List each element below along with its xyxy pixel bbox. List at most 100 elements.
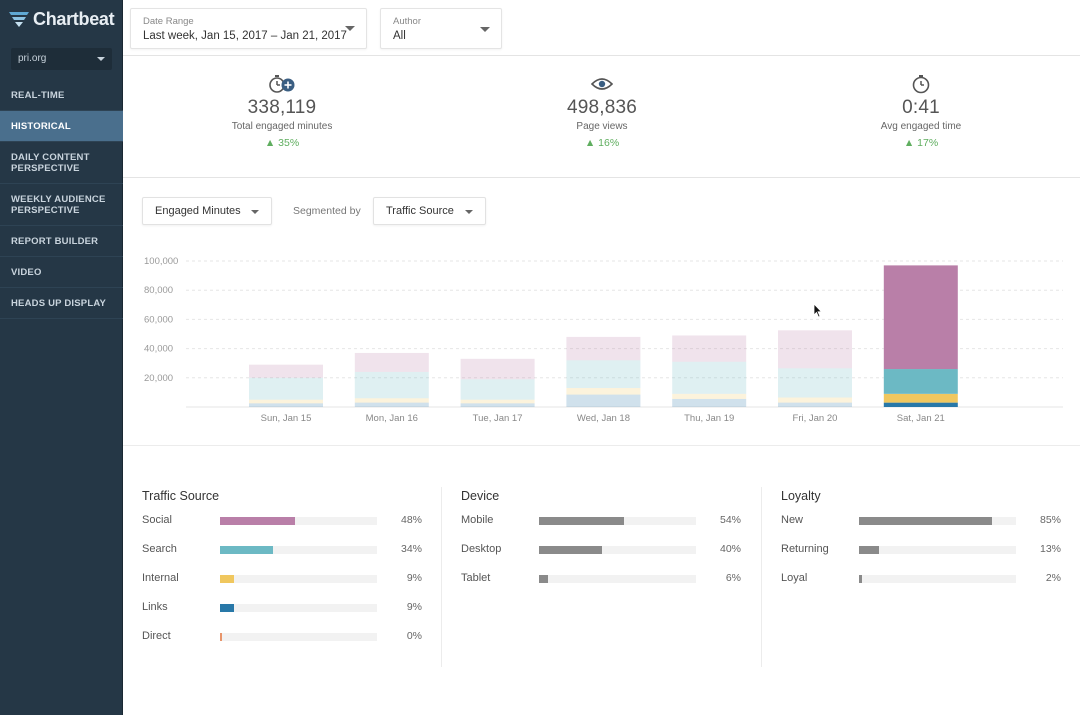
segment-dropdown[interactable]: Traffic Source xyxy=(373,197,486,225)
sidebar-item-historical[interactable]: HISTORICAL xyxy=(0,111,123,142)
panel-title: Device xyxy=(461,489,500,503)
row-bar-track xyxy=(220,633,377,641)
bar-segment-links[interactable] xyxy=(672,398,747,407)
row-bar-track xyxy=(539,517,696,525)
sidebar-item-label: REPORT BUILDER xyxy=(11,235,99,247)
bar-segment-social[interactable] xyxy=(249,364,323,378)
sidebar-item-label: VIDEO xyxy=(11,266,42,278)
row-percent: 9% xyxy=(406,572,422,584)
site-selector[interactable]: pri.org xyxy=(11,48,112,70)
bar-segment-links[interactable] xyxy=(883,402,958,407)
bar-segment-internal[interactable] xyxy=(883,393,958,403)
bar-segment-search[interactable] xyxy=(460,379,535,400)
bar-segment-search[interactable] xyxy=(249,377,323,400)
metric-dropdown[interactable]: Engaged Minutes xyxy=(142,197,272,225)
x-tick-label: Tue, Jan 17 xyxy=(473,413,523,424)
engaged-minutes-chart: 20,000 40,000 60,000 80,000 100,000 Sun, Jan … xyxy=(144,256,1063,424)
bar-segment-internal[interactable] xyxy=(566,388,641,395)
bar-segment-search[interactable] xyxy=(778,368,852,398)
row-bar-fill xyxy=(220,604,235,612)
breakdown-row-new: New 85% xyxy=(781,514,1071,526)
bar-segment-social[interactable] xyxy=(460,358,535,380)
summary-metrics: 338,119 Total engaged minutes ▲ 35% 498,… xyxy=(123,56,1080,178)
device-panel: Device Mobile 54% Desktop 40% Tablet 6% xyxy=(461,489,751,584)
metric-label: Avg engaged time xyxy=(880,121,962,132)
bar-segment-links[interactable] xyxy=(460,403,535,407)
row-bar-fill xyxy=(220,517,296,525)
chartbeat-logo[interactable]: Chartbeat xyxy=(8,8,115,30)
bar-segment-search[interactable] xyxy=(672,361,747,394)
chevron-down-icon xyxy=(97,57,105,61)
row-label: Social xyxy=(142,514,172,526)
sidebar-item-daily-content-perspective[interactable]: DAILY CONTENT PERSPECTIVE xyxy=(0,142,123,184)
bar-segment-social[interactable] xyxy=(354,352,429,372)
bar-segment-social[interactable] xyxy=(672,335,747,362)
date-range-label: Date Range xyxy=(143,16,194,27)
metric-label: Page views xyxy=(576,121,628,132)
metric-avg-engaged-time: 0:41 Avg engaged time ▲ 17% xyxy=(821,74,1021,149)
breakdown-row-direct: Direct 0% xyxy=(142,630,432,642)
bar-segment-internal[interactable] xyxy=(249,399,323,404)
row-percent: 40% xyxy=(719,543,741,555)
row-bar-fill xyxy=(539,517,624,525)
row-bar-fill xyxy=(859,575,863,583)
sidebar-item-video[interactable]: VIDEO xyxy=(0,257,123,288)
sidebar-item-weekly-audience-perspective[interactable]: WEEKLY AUDIENCE PERSPECTIVE xyxy=(0,184,123,226)
x-tick-label: Wed, Jan 18 xyxy=(577,413,630,424)
panel-title: Loyalty xyxy=(781,489,821,503)
y-tick-label: 60,000 xyxy=(144,314,173,325)
y-tick-label: 20,000 xyxy=(144,373,173,384)
row-bar-track xyxy=(220,575,377,583)
bar-segment-search[interactable] xyxy=(354,371,429,399)
mouse-cursor-icon xyxy=(813,303,823,318)
bar-segment-social[interactable] xyxy=(883,265,958,370)
breakdown-row-search: Search 34% xyxy=(142,543,432,555)
bar-segment-internal[interactable] xyxy=(354,398,429,403)
bar-segment-internal[interactable] xyxy=(778,397,852,403)
sidebar-item-label: HEADS UP DISPLAY xyxy=(11,297,107,309)
metric-value: 0:41 xyxy=(902,97,940,118)
bar-segment-social[interactable] xyxy=(566,336,641,361)
row-label: Tablet xyxy=(461,572,491,584)
metric-value: 338,119 xyxy=(247,97,317,118)
traffic-source-panel: Traffic Source Social 48% Search 34% Interna… xyxy=(142,489,432,642)
bar-segment-links[interactable] xyxy=(778,402,852,407)
bar-segment-internal[interactable] xyxy=(672,393,747,399)
row-bar-track xyxy=(220,604,377,612)
segment-dropdown-value: Traffic Source xyxy=(386,205,454,217)
date-range-dropdown[interactable]: Date Range Last week, Jan 15, 2017 – Jan… xyxy=(130,8,367,49)
bar-segment-links[interactable] xyxy=(566,394,641,407)
metric-label: Total engaged minutes xyxy=(231,121,333,132)
row-bar-fill xyxy=(220,633,222,641)
bar-segment-links[interactable] xyxy=(249,403,323,407)
y-tick-label: 40,000 xyxy=(144,344,173,355)
row-percent: 85% xyxy=(1039,514,1061,526)
sidebar-item-report-builder[interactable]: REPORT BUILDER xyxy=(0,226,123,257)
row-label: Returning xyxy=(781,543,829,555)
chart-panel: Engaged Minutes Segmented by Traffic Sou… xyxy=(123,178,1080,446)
chevron-down-icon xyxy=(465,210,473,214)
breakdown-row-links: Links 9% xyxy=(142,601,432,613)
bar-segment-search[interactable] xyxy=(566,360,641,389)
breakdown-row-returning: Returning 13% xyxy=(781,543,1071,555)
row-label: Links xyxy=(142,601,168,613)
bar-segment-search[interactable] xyxy=(883,369,958,394)
breakdown-row-loyal: Loyal 2% xyxy=(781,572,1071,584)
sidebar-item-real-time[interactable]: REAL-TIME xyxy=(0,80,123,111)
sidebar-item-heads-up-display[interactable]: HEADS UP DISPLAY xyxy=(0,288,123,319)
row-label: Mobile xyxy=(461,514,494,526)
row-bar-track xyxy=(539,575,696,583)
row-bar-track xyxy=(859,575,1016,583)
row-percent: 0% xyxy=(406,630,422,642)
loyalty-panel: Loyalty New 85% Returning 13% Loyal 2% xyxy=(781,489,1071,584)
row-percent: 48% xyxy=(400,514,422,526)
row-percent: 9% xyxy=(406,601,422,613)
bar-segment-social[interactable] xyxy=(778,330,852,369)
bar-segment-links[interactable] xyxy=(354,402,429,407)
row-bar-fill xyxy=(539,546,602,554)
x-tick-label: Sun, Jan 15 xyxy=(261,413,312,424)
bar-segment-internal[interactable] xyxy=(460,399,535,404)
sidebar-item-label: REAL-TIME xyxy=(11,89,65,101)
author-dropdown[interactable]: Author All xyxy=(380,8,502,49)
date-range-value: Last week, Jan 15, 2017 – Jan 21, 2017 xyxy=(143,30,347,42)
